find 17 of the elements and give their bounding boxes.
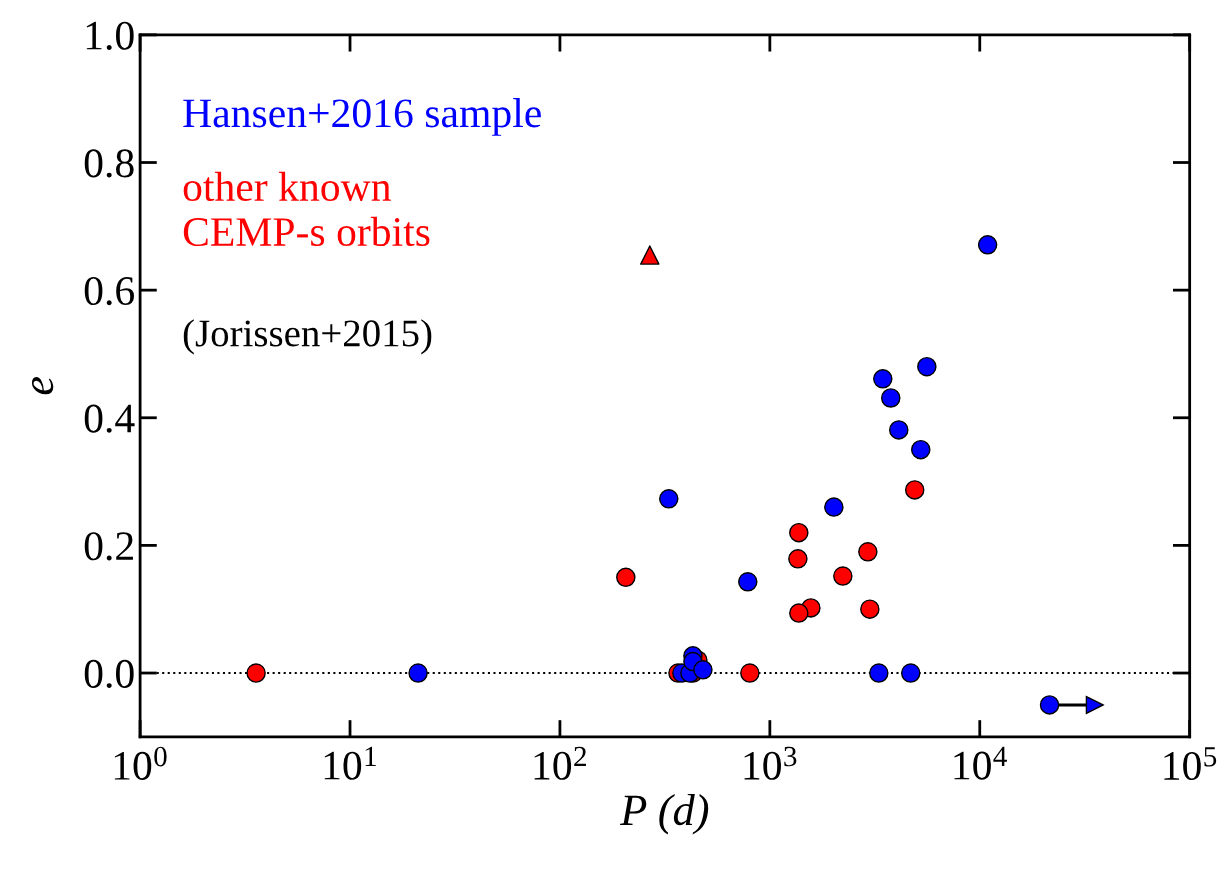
- annotation: (Jorissen+2015): [183, 319, 432, 355]
- x-tick-label: 10$^{2}$: [534, 746, 586, 780]
- x-tick-label: 10$^{0}$: [114, 746, 167, 780]
- x-tick-label: 10$^{5}$: [1164, 747, 1217, 781]
- x-tick-label: 10$^{1}$: [324, 746, 376, 780]
- y-tick-label: 0.4: [84, 404, 135, 433]
- y-tick-label: 0.2: [84, 532, 133, 561]
- legend-label: other known CEMP-s orbits: [183, 171, 430, 247]
- x-tick-label: 10$^{3}$: [744, 746, 797, 780]
- y-tick-label: 0.6: [84, 276, 134, 306]
- y-axis-title: e: [31, 377, 54, 395]
- y-tick-label: 1.0: [86, 21, 134, 50]
- x-axis-title: P (d): [620, 794, 709, 835]
- y-tick-label: 0.0: [84, 659, 134, 689]
- y-tick-label: 0.8: [84, 149, 134, 178]
- x-tick-label: 10$^{4}$: [954, 746, 1007, 780]
- legend-label: Hansen+2016 sample: [183, 98, 541, 136]
